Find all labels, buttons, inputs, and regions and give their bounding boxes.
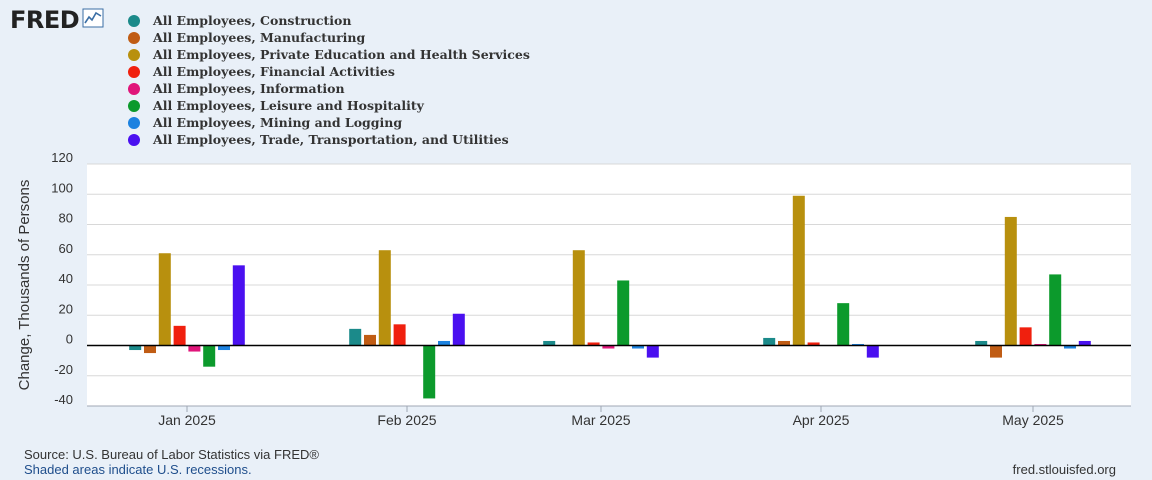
x-tick-labels: Jan 2025 Feb 2025 Mar 2025 Apr 2025 May 2025 [158,406,1064,428]
bar[interactable] [632,345,644,349]
legend-item[interactable]: All Employees, Information [128,80,530,97]
bar[interactable] [144,345,156,354]
fred-logo[interactable]: FRED [10,6,104,34]
chart-line-icon [82,8,104,33]
y-tick-label: -20 [54,362,73,377]
y-tick-label: 60 [59,241,73,256]
recession-note[interactable]: Shaded areas indicate U.S. recessions. [24,462,252,477]
legend-label: All Employees, Trade, Transportation, an… [153,132,509,147]
logo-text: FRED [10,6,80,34]
legend-color-dot [128,48,140,61]
y-tick-label: -40 [54,392,73,407]
bar[interactable] [1049,274,1062,346]
bar[interactable] [129,345,142,351]
source-note: Source: U.S. Bureau of Labor Statistics … [24,447,319,462]
bar[interactable] [852,343,864,346]
legend-color-dot [128,116,140,129]
legend-item[interactable]: All Employees, Manufacturing [128,29,530,46]
legend-color-dot [128,65,140,78]
bar[interactable] [866,345,879,358]
bar[interactable] [393,324,406,346]
x-tick-label: May 2025 [1002,412,1064,428]
legend-label: All Employees, Private Education and Hea… [153,47,530,62]
bar[interactable] [837,303,850,346]
bar[interactable] [1019,327,1032,346]
bar[interactable] [646,345,659,358]
chart-legend: All Employees, Construction All Employees… [128,12,530,148]
bar[interactable] [990,345,1002,358]
bars [129,195,1091,399]
y-tick-labels: 120 100 80 60 40 20 0 -20 -40 [51,150,73,407]
bar[interactable] [438,340,450,346]
fred-url[interactable]: fred.stlouisfed.org [1012,462,1116,477]
legend-color-dot [128,82,140,95]
bar[interactable] [572,250,585,346]
bar[interactable] [1034,343,1047,346]
bar[interactable] [1064,345,1076,349]
x-tick-label: Mar 2025 [571,412,630,428]
legend-item[interactable]: All Employees, Private Education and Hea… [128,46,530,63]
legend-color-dot [128,99,140,112]
x-tick-label: Jan 2025 [158,412,216,428]
bar[interactable] [452,313,465,346]
bar[interactable] [364,334,376,346]
bar[interactable] [378,250,391,346]
x-tick-label: Apr 2025 [793,412,850,428]
legend-label: All Employees, Construction [153,13,352,28]
bar[interactable] [587,342,600,346]
y-tick-label: 80 [59,211,73,226]
legend-label: All Employees, Mining and Logging [153,115,403,130]
y-tick-label: 20 [59,301,73,316]
bar[interactable] [1004,216,1017,346]
bar[interactable] [617,280,630,346]
x-tick-label: Feb 2025 [377,412,436,428]
bar[interactable] [602,345,615,349]
y-tick-label: 40 [59,271,73,286]
legend-item[interactable]: All Employees, Trade, Transportation, an… [128,131,530,148]
bar[interactable] [778,340,790,346]
bar[interactable] [975,340,988,346]
bar[interactable] [807,342,820,346]
y-tick-label: 100 [51,180,73,195]
legend-item[interactable]: All Employees, Financial Activities [128,63,530,80]
legend-item[interactable]: All Employees, Mining and Logging [128,114,530,131]
bar[interactable] [423,345,436,399]
legend-item[interactable]: All Employees, Leisure and Hospitality [128,97,530,114]
legend-label: All Employees, Financial Activities [153,64,395,79]
legend-item[interactable]: All Employees, Construction [128,12,530,29]
legend-label: All Employees, Information [153,81,345,96]
bar[interactable] [232,265,245,346]
y-axis-title: Change, Thousands of Persons [16,180,33,391]
bar[interactable] [218,345,230,351]
bar[interactable] [543,340,556,346]
y-tick-label: 0 [66,332,73,347]
bar[interactable] [203,345,216,367]
bar[interactable] [188,345,201,352]
bar[interactable] [173,325,186,346]
bar[interactable] [1078,340,1091,346]
legend-color-dot [128,133,140,146]
legend-label: All Employees, Manufacturing [153,30,366,45]
bar[interactable] [158,253,171,346]
bar[interactable] [792,195,805,346]
legend-label: All Employees, Leisure and Hospitality [153,98,424,113]
y-tick-label: 120 [51,150,73,165]
legend-color-dot [128,31,140,44]
bar[interactable] [763,337,776,346]
bar[interactable] [349,328,362,346]
legend-color-dot [128,14,140,27]
